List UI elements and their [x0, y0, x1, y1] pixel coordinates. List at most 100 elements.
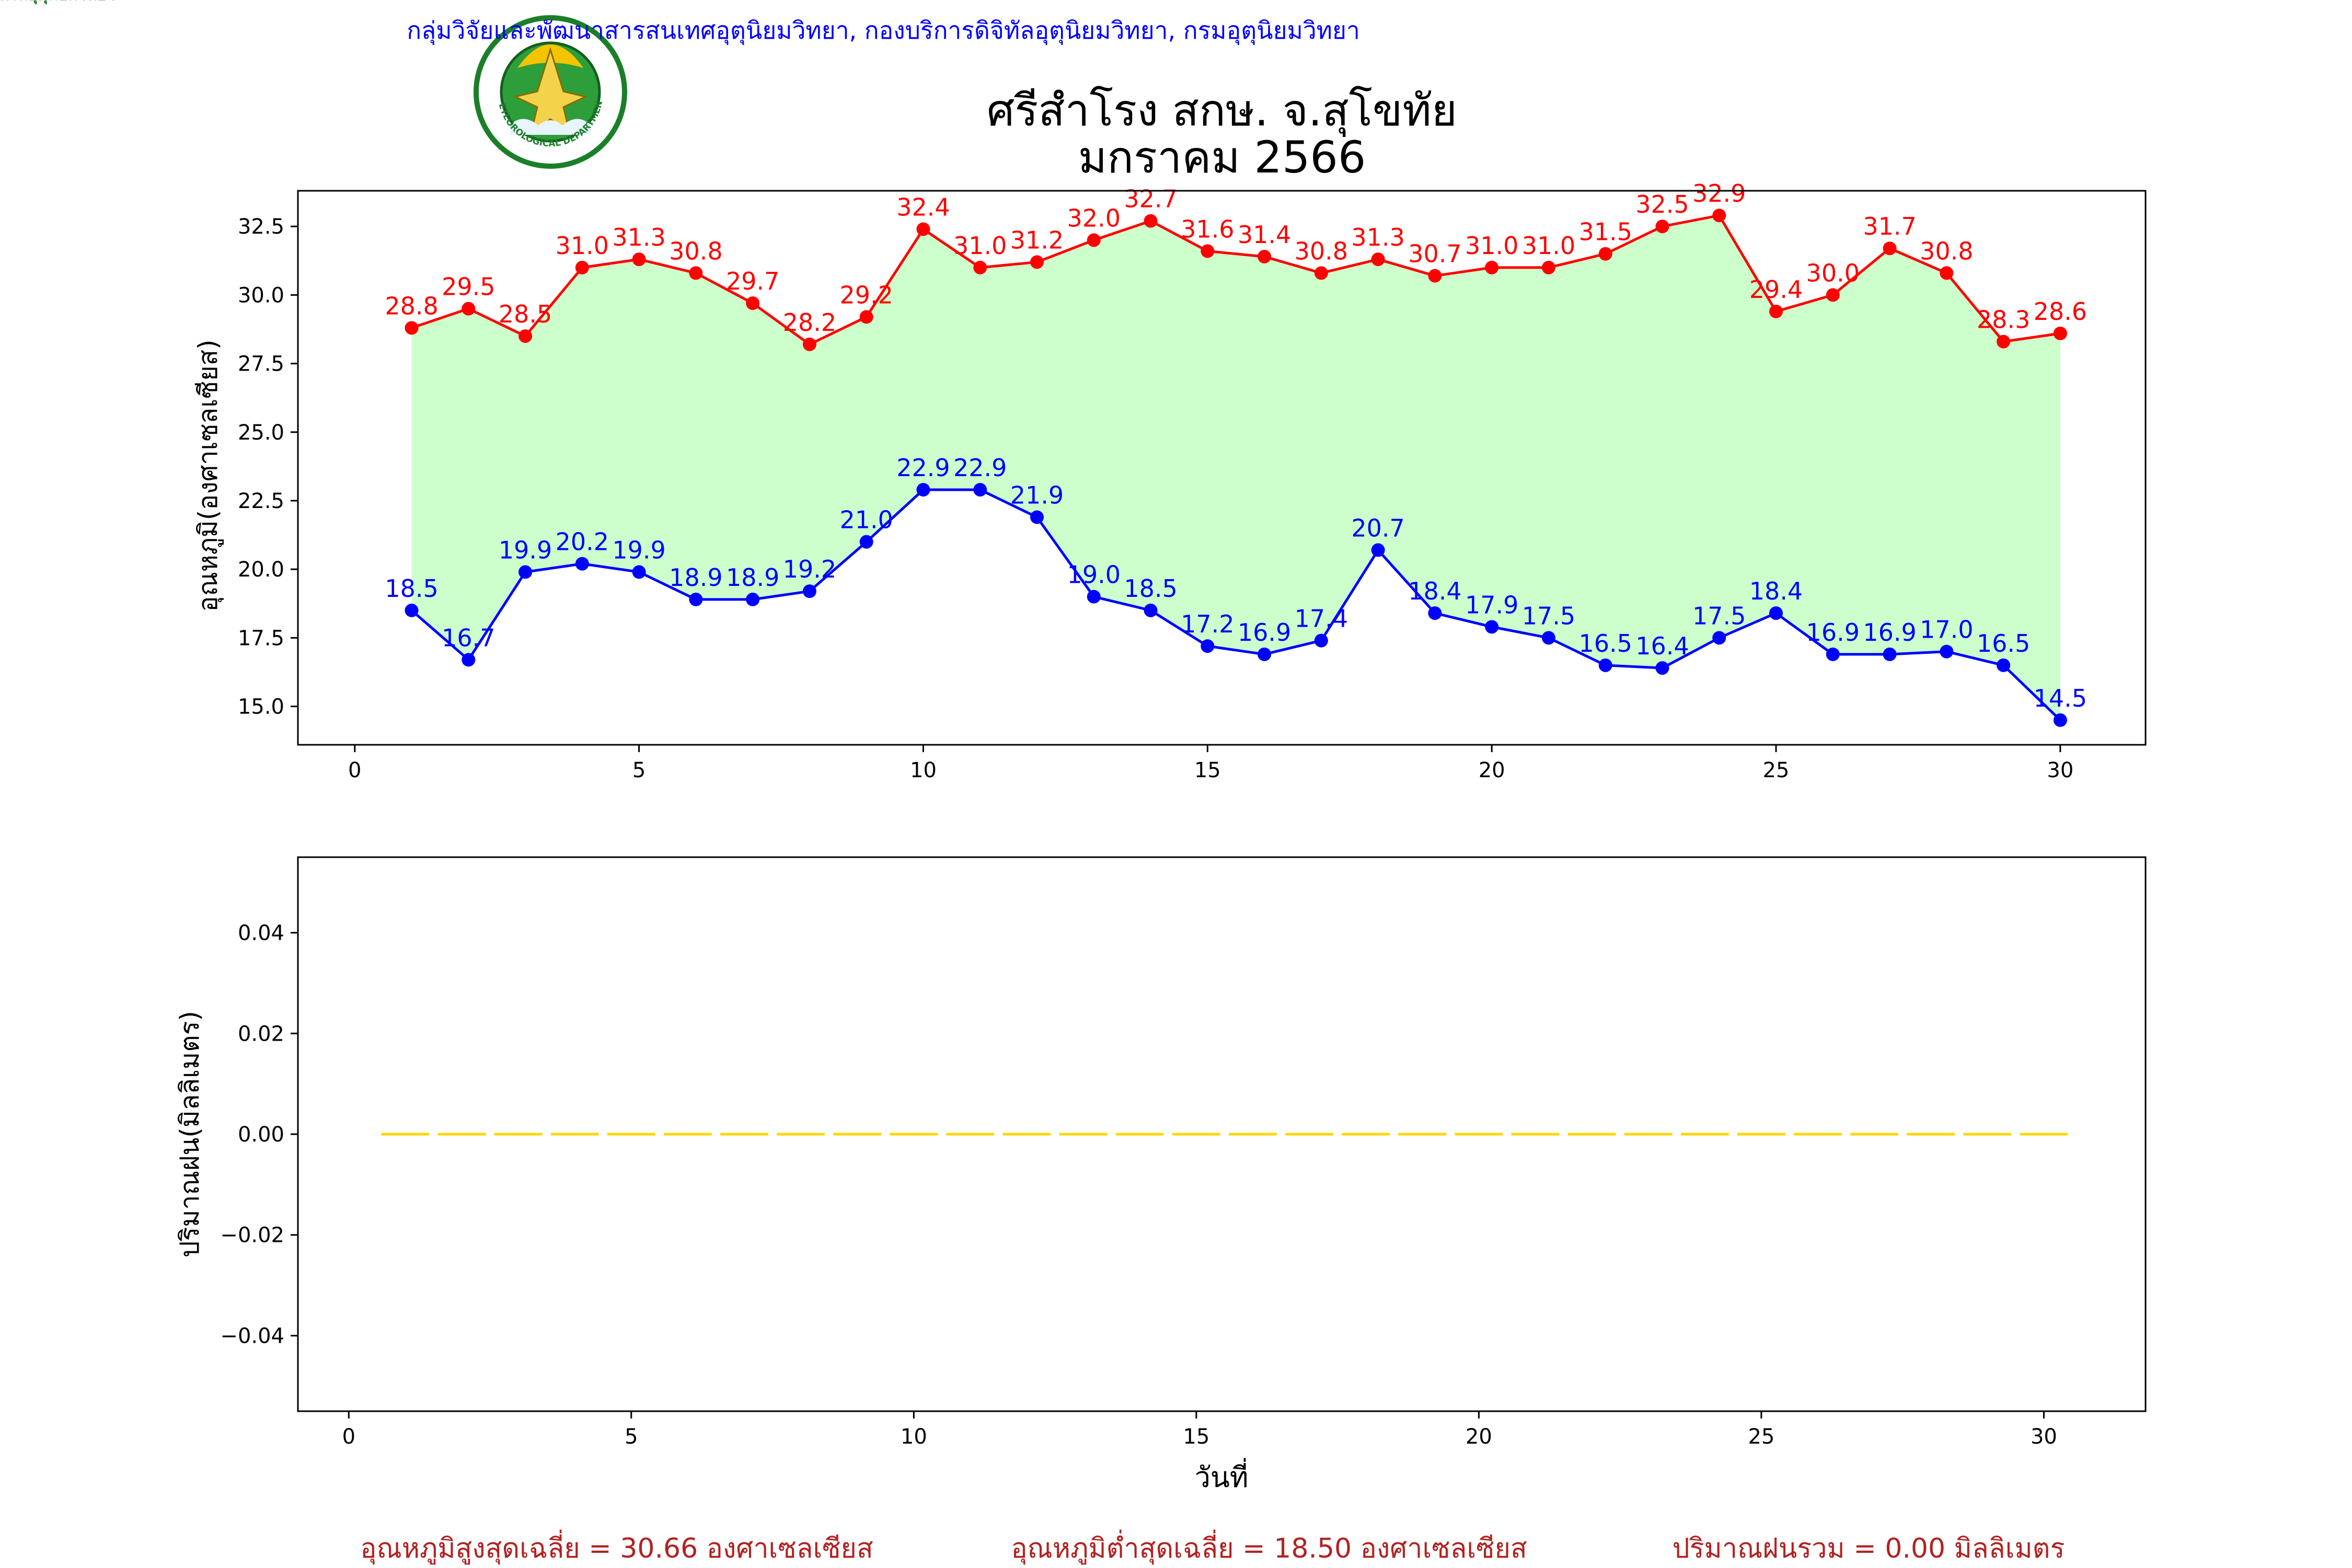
temperature-points-layer [405, 209, 2067, 727]
min-temperature-value-label: 18.9 [726, 563, 779, 592]
x-tick-label: 0 [342, 1425, 355, 1449]
logo-cloud [510, 119, 591, 135]
min-temperature-point [1314, 633, 1328, 648]
min-temperature-value-label: 22.9 [953, 454, 1007, 482]
max-temperature-value-label: 31.3 [612, 223, 665, 251]
temperature-axes-layer: 0 5 10 15 20 25 30 15.0 17.5 20.0 22.5 25.0 27.5 30.0… [238, 190, 2147, 782]
min-temperature-point [1769, 606, 1783, 620]
min-temperature-point [1940, 644, 1954, 659]
max-temperature-point [518, 329, 533, 343]
min-temperature-point [1258, 647, 1272, 661]
min-temperature-point [2053, 713, 2067, 727]
min-temperature-value-label: 16.5 [1578, 629, 1632, 658]
temperature-fill-layer [411, 215, 2060, 720]
min-temperature-value-label: 17.9 [1465, 591, 1518, 619]
min-temperature-value-label: 18.9 [669, 563, 722, 592]
min-temperature-value-label: 18.4 [1749, 577, 1803, 605]
max-temperature-point [1997, 335, 2011, 349]
y-tick-label: 15.0 [238, 695, 284, 719]
min-temperature-value-label: 16.9 [1863, 618, 1916, 647]
min-temperature-value-label: 17.4 [1295, 605, 1348, 633]
min-temperature-point [1030, 510, 1044, 524]
min-temperature-value-label: 16.4 [1635, 632, 1689, 660]
min-temperature-value-label: 18.5 [1124, 574, 1177, 603]
max-temperature-value-label: 32.9 [1692, 179, 1746, 207]
fill-between-area [411, 215, 2060, 720]
max-temperature-value-label: 30.8 [1920, 237, 1973, 265]
max-temperature-value-label: 29.4 [1749, 275, 1803, 304]
min-temperature-point [632, 565, 646, 579]
y-tick-label: 22.5 [238, 489, 284, 513]
max-temperature-point [2053, 326, 2067, 340]
x-tick-label: 15 [1183, 1425, 1209, 1449]
min-temperature-value-label: 17.5 [1522, 602, 1575, 630]
x-tick-label: 30 [2047, 758, 2073, 782]
min-temperature-point [575, 557, 589, 571]
max-temperature-value-label: 31.0 [1465, 232, 1518, 260]
max-temperature-value-label: 28.8 [385, 292, 438, 320]
max-temperature-value-label: 29.2 [839, 281, 893, 309]
y-tick-label: 0.00 [238, 1123, 284, 1147]
rainfall-x-axis-label: วันที่ [1195, 1458, 1249, 1494]
min-temperature-point [916, 482, 930, 497]
temperature-y-axis-label: อุณหภูมิ(องศาเซลเซียส) [193, 339, 224, 612]
min-temperature-point [462, 653, 476, 667]
org-line: กลุ่มวิจัยและพัฒนาสารสนเทศอุตุนิยมวิทยา,… [407, 16, 1360, 45]
max-temperature-value-label: 32.0 [1067, 204, 1121, 232]
max-temperature-point [462, 302, 476, 316]
max-temperature-line [411, 214, 2061, 346]
rainfall-y-axis-label: ปริมาณฝน(มิลลิเมตร) [175, 1011, 205, 1258]
max-temperature-point [1883, 241, 1897, 256]
min-temperature-point [1087, 590, 1101, 604]
x-tick-label: 10 [901, 1425, 927, 1449]
min-temperature-point [802, 584, 816, 598]
min-temperature-point [1428, 606, 1442, 620]
min-temperature-point [1485, 620, 1499, 634]
min-temperature-value-label: 19.2 [783, 555, 836, 583]
x-tick-label: 0 [348, 758, 361, 782]
min-temperature-line [410, 488, 2061, 721]
max-temperature-point [1712, 209, 1726, 223]
min-temperature-value-label: 16.9 [1806, 618, 1860, 647]
min-temperature-point [1712, 631, 1726, 645]
x-tick-label: 20 [1466, 1425, 1492, 1449]
max-temperature-value-label: 31.4 [1238, 221, 1291, 249]
chart-title: ศรีสำโรง สกษ. จ.สุโขทัย [987, 85, 1457, 137]
max-temperature-value-label: 31.7 [1863, 212, 1916, 240]
min-temperature-value-label: 22.9 [896, 454, 950, 482]
min-temperature-value-label: 16.7 [442, 624, 495, 652]
max-temperature-point [405, 321, 419, 335]
min-temperature-value-label: 14.5 [2034, 684, 2087, 712]
chart-subtitle: มกราคม 2566 [1078, 132, 1366, 183]
x-tick-label: 30 [2031, 1425, 2057, 1449]
max-temperature-value-label: 29.5 [442, 273, 495, 301]
max-temperature-value-label: 29.7 [726, 267, 779, 295]
temperature-labels-layer: 28.829.528.531.0 31.3 30.829.728.229.232.4… [385, 179, 2087, 712]
max-temperature-value-label: 32.5 [1635, 190, 1689, 218]
max-temperature-point [1769, 304, 1783, 318]
footer-total-rain: ปริมาณฝนรวม = 0.00 มิลลิเมตร [1673, 1533, 2065, 1564]
max-temperature-value-label: 28.6 [2034, 297, 2087, 326]
min-temperature-point [1144, 603, 1158, 617]
max-temperature-value-label: 30.8 [669, 237, 722, 265]
max-temperature-point [1201, 244, 1215, 258]
logo-figure [513, 47, 588, 135]
min-temperature-value-label: 17.2 [1181, 610, 1234, 638]
min-temperature-point [1541, 631, 1555, 645]
min-temperature-point [518, 565, 533, 579]
max-temperature-point [859, 310, 873, 324]
max-temperature-point [1428, 269, 1442, 283]
min-temperature-value-label: 20.2 [556, 528, 609, 556]
min-temperature-point [1997, 658, 2011, 672]
min-temperature-value-label: 20.7 [1351, 514, 1404, 542]
min-temperature-value-label: 17.0 [1920, 616, 1973, 644]
max-temperature-value-label: 31.5 [1578, 218, 1632, 246]
rainfall-axes-layer: 0 5 10 15 20 25 30 0.04 0.02 0.00 −0.02 −0.04 [220, 856, 2147, 1449]
y-tick-label: −0.04 [220, 1324, 284, 1348]
max-temperature-point [632, 252, 646, 267]
max-temperature-point [575, 260, 589, 274]
max-temperature-point [1314, 266, 1328, 280]
x-tick-label: 5 [632, 758, 645, 782]
max-temperature-value-label: 30.7 [1408, 240, 1461, 268]
